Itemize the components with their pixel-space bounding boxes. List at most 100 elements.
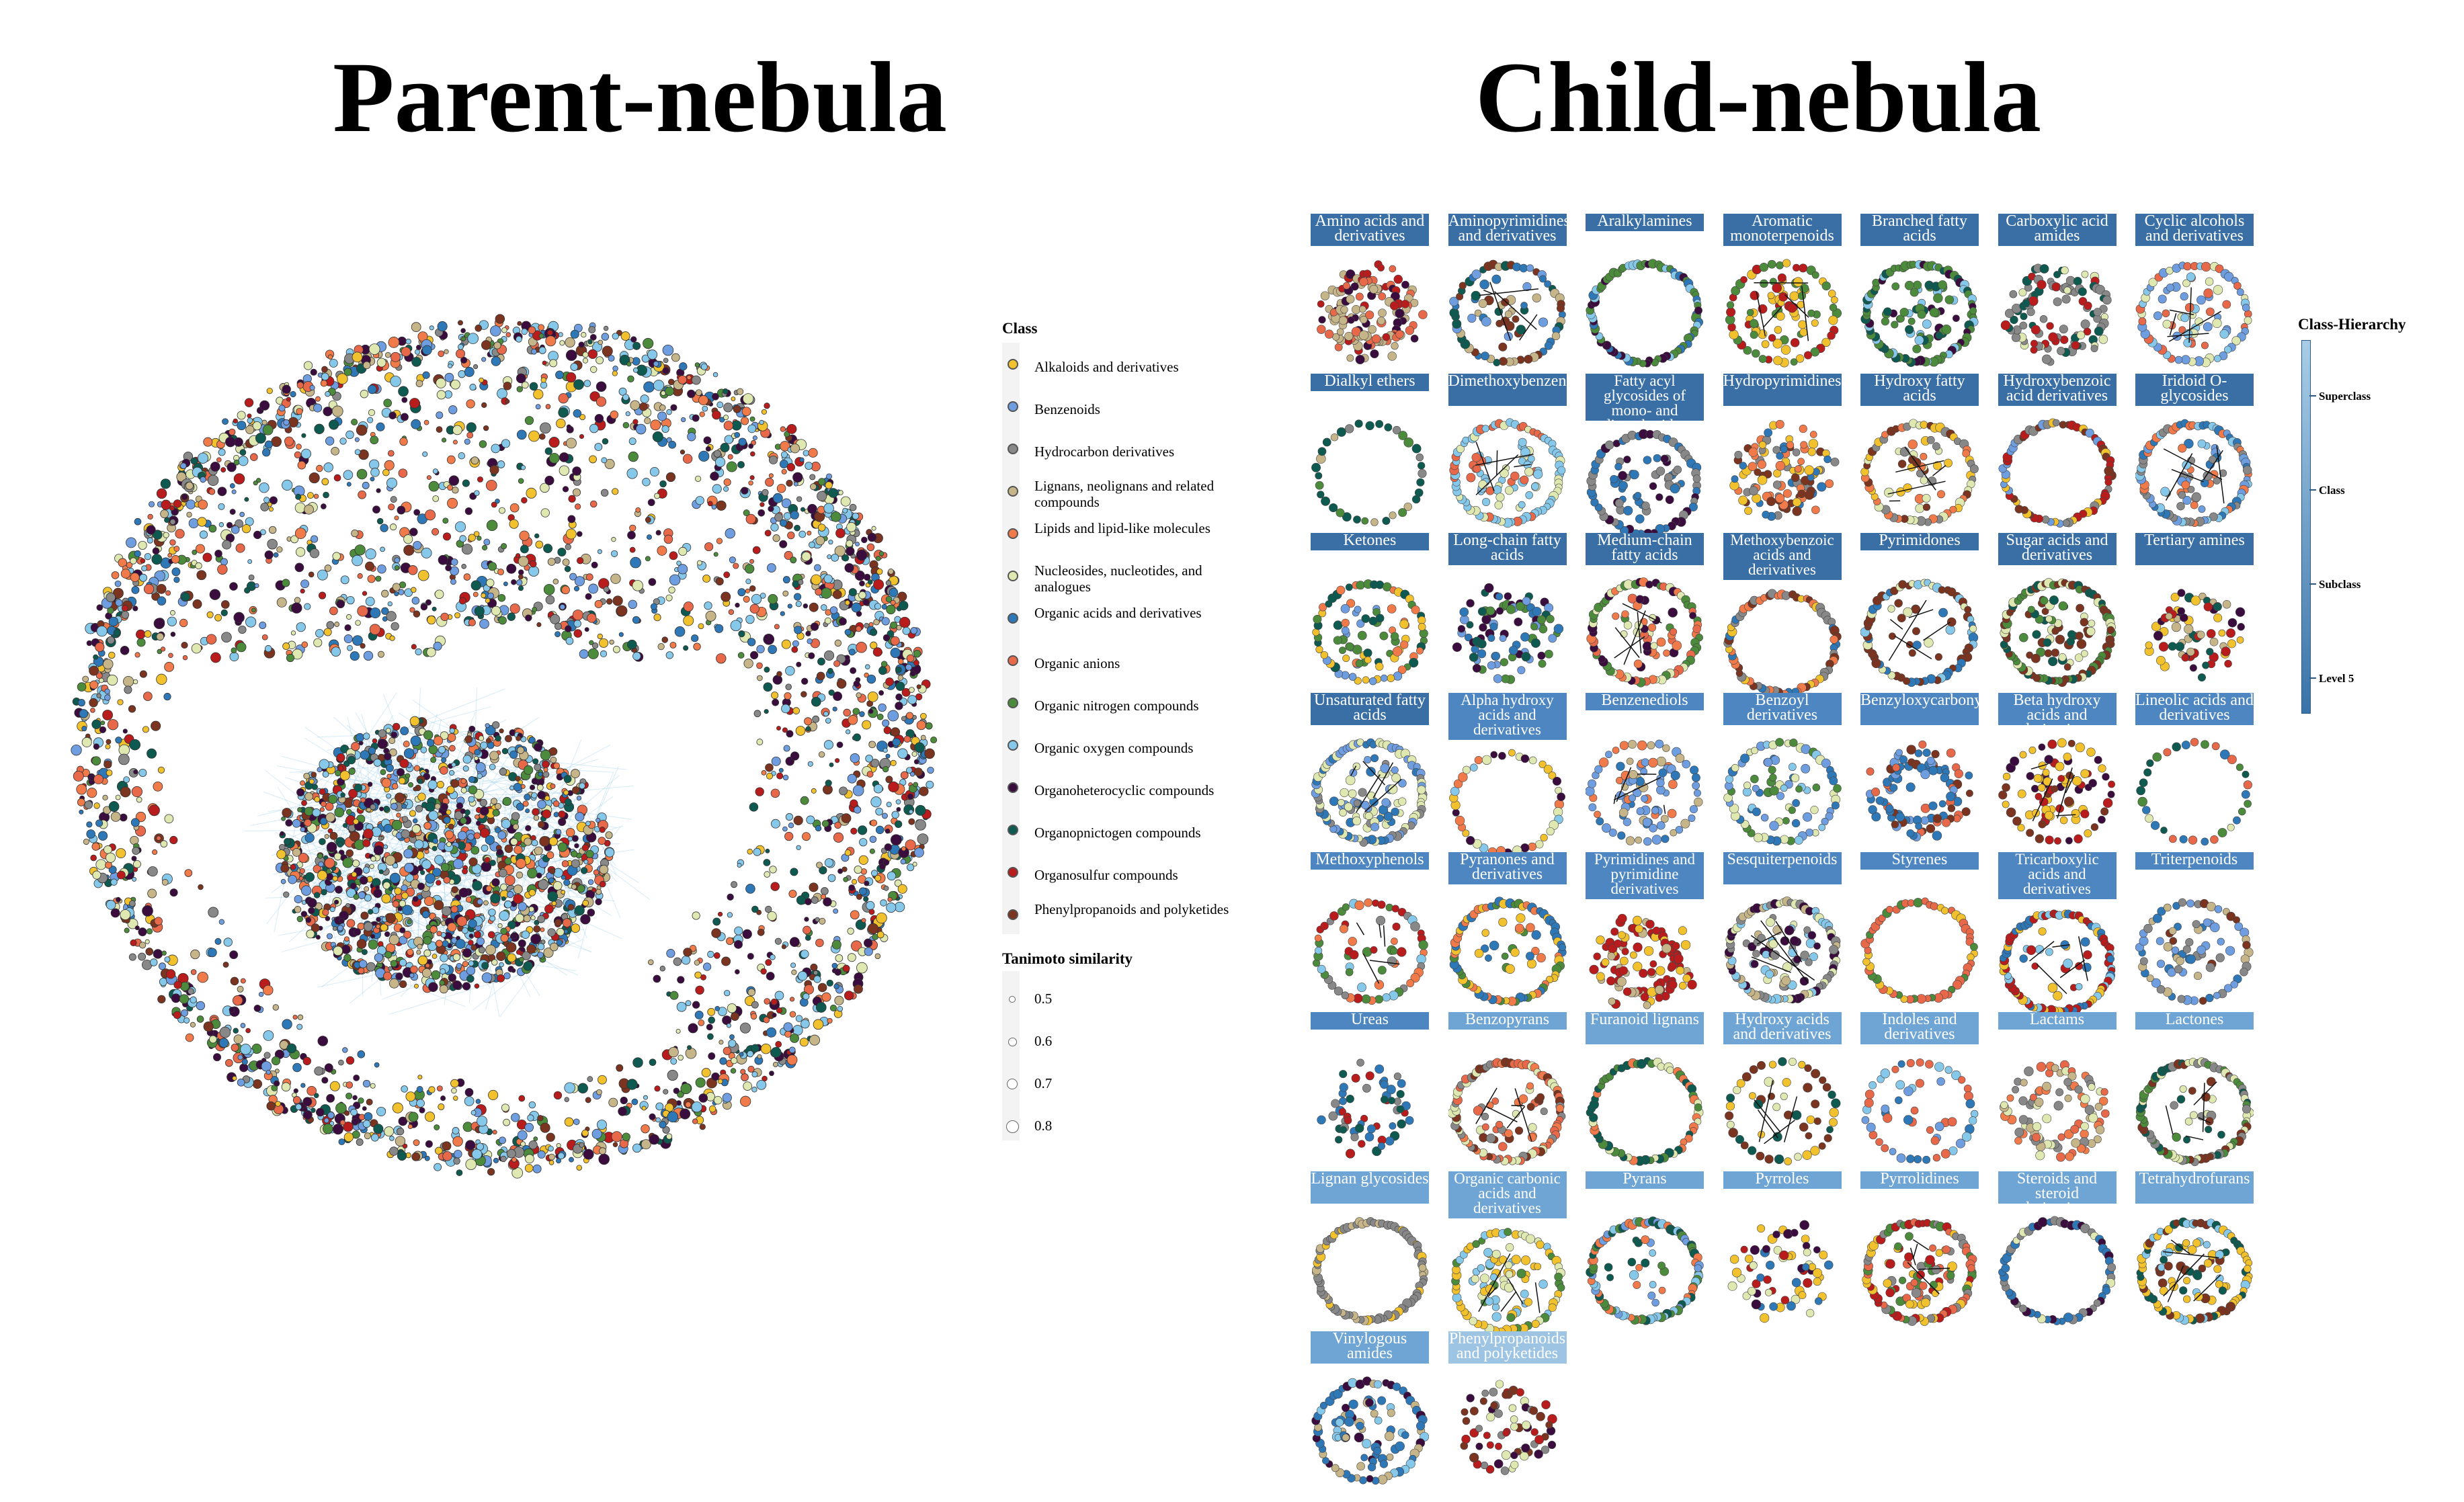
parent-node: [501, 439, 511, 448]
parent-node: [126, 537, 136, 548]
parent-node: [311, 771, 317, 778]
parent-node: [146, 525, 156, 535]
parent-node: [318, 861, 324, 868]
parent-node: [572, 466, 581, 476]
parent-node: [378, 869, 384, 874]
parent-node: [370, 435, 379, 445]
parent-node: [317, 569, 328, 581]
parent-node: [440, 766, 448, 775]
parent-node: [538, 346, 546, 354]
parent-node: [452, 1136, 463, 1147]
parent-node: [309, 548, 320, 558]
parent-node: [496, 951, 506, 962]
parent-node: [370, 468, 380, 477]
parent-node: [274, 1080, 280, 1087]
parent-node: [370, 933, 376, 939]
parent-node: [447, 922, 457, 932]
parent-node: [842, 964, 850, 972]
parent-node: [475, 762, 486, 773]
parent-node: [635, 423, 647, 435]
parent-node: [803, 603, 809, 609]
parent-node: [254, 583, 259, 588]
parent-node: [485, 597, 491, 603]
parent-node: [695, 389, 702, 397]
parent-node: [319, 807, 325, 812]
parent-node: [805, 898, 812, 905]
parent-node: [362, 1106, 367, 1111]
parent-node: [284, 837, 291, 845]
parent-node: [566, 424, 571, 429]
parent-node: [149, 804, 160, 817]
parent-node: [423, 730, 434, 740]
parent-node: [866, 543, 875, 552]
parent-node: [571, 884, 577, 890]
parent-node: [343, 1132, 354, 1142]
parent-node: [477, 1116, 488, 1127]
parent-nebula-title: Parent-nebula: [333, 42, 947, 153]
parent-node: [321, 366, 328, 373]
parent-node: [770, 819, 780, 829]
parent-node: [282, 808, 292, 818]
parent-node: [333, 946, 343, 956]
parent-node: [313, 493, 319, 499]
parent-node: [255, 433, 266, 444]
parent-node: [544, 795, 550, 801]
parent-node: [207, 948, 217, 958]
parent-node: [723, 1046, 731, 1056]
parent-node: [833, 589, 842, 599]
parent-node: [538, 879, 549, 890]
parent-node: [104, 760, 112, 769]
parent-node: [518, 585, 524, 591]
parent-node: [488, 1089, 499, 1100]
parent-node: [819, 866, 827, 875]
parent-node: [324, 1063, 333, 1073]
parent-node: [294, 906, 302, 913]
parent-node: [753, 847, 762, 856]
parent-node: [759, 419, 764, 425]
parent-node: [284, 436, 294, 446]
parent-node: [366, 962, 376, 972]
parent-node: [725, 528, 735, 539]
parent-node: [407, 565, 418, 575]
parent-node: [723, 421, 734, 431]
parent-node: [173, 546, 180, 552]
parent-node: [729, 1034, 735, 1040]
parent-node: [573, 409, 582, 418]
parent-node: [481, 972, 493, 983]
parent-node: [594, 413, 604, 423]
parent-node: [823, 574, 833, 583]
parent-node: [558, 407, 569, 418]
parent-node: [339, 770, 350, 781]
parent-node: [351, 742, 360, 751]
parent-node: [294, 562, 304, 573]
parent-node: [365, 548, 376, 560]
parent-node: [882, 859, 890, 866]
parent-node: [360, 911, 369, 920]
parent-node: [481, 402, 487, 409]
parent-node: [840, 496, 851, 507]
parent-node: [136, 629, 146, 640]
parent-node: [96, 604, 104, 611]
parent-node: [585, 821, 591, 827]
parent-node: [713, 1095, 723, 1105]
parent-node: [203, 1021, 214, 1032]
parent-node: [501, 1103, 509, 1112]
parent-node: [79, 709, 89, 718]
parent-node: [834, 545, 846, 557]
parent-node: [401, 397, 408, 403]
parent-node: [808, 652, 815, 659]
parent-node: [344, 624, 352, 632]
child-node: [1320, 291, 1330, 300]
parent-node: [792, 472, 803, 483]
parent-node: [833, 692, 843, 702]
parent-node: [229, 1007, 235, 1013]
parent-node: [876, 931, 885, 939]
class-legend-swatch: [1008, 909, 1018, 920]
parent-node: [882, 747, 888, 753]
parent-node: [161, 950, 167, 956]
parent-node: [588, 583, 599, 594]
parent-node: [114, 580, 122, 587]
parent-node: [105, 852, 116, 863]
parent-node: [325, 916, 331, 921]
parent-node: [591, 1128, 602, 1139]
